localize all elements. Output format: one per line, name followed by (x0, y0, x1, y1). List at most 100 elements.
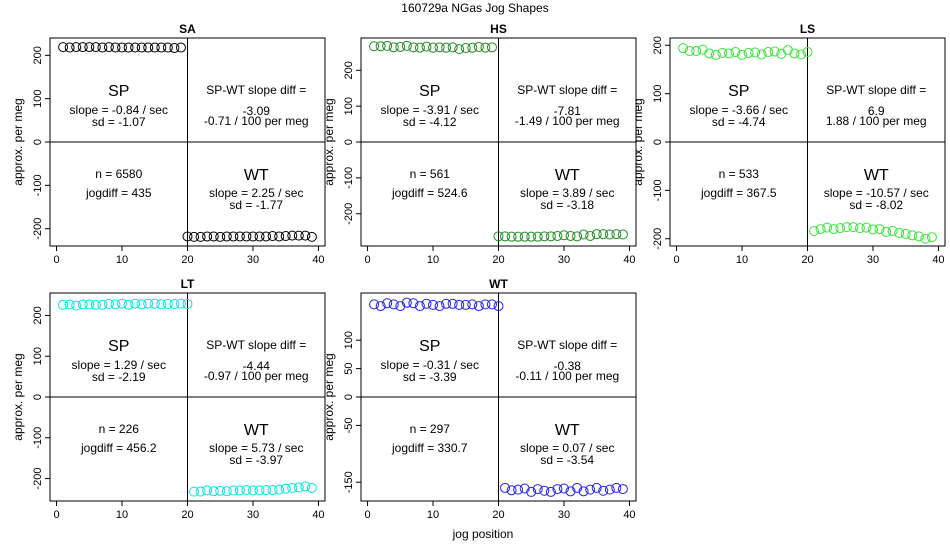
wt-sd: sd = -8.02 (849, 198, 903, 212)
data-point (578, 229, 589, 240)
data-point (604, 484, 615, 495)
data-point (617, 484, 628, 495)
y-tick-label: -200 (343, 203, 355, 225)
x-tick-label: 40 (312, 254, 324, 266)
data-point (782, 45, 793, 56)
wt-slope: slope = -10.57 / sec (824, 186, 929, 200)
data-point (678, 43, 689, 54)
data-point (532, 484, 543, 495)
data-point (454, 299, 465, 310)
data-point (480, 42, 491, 53)
data-point (162, 299, 173, 310)
data-point (763, 47, 774, 58)
sp-label: SP (419, 338, 440, 355)
data-point (493, 231, 504, 242)
data-point (578, 486, 589, 497)
data-point (513, 484, 524, 495)
y-tick-label: 0 (32, 139, 44, 145)
data-point (130, 42, 141, 53)
data-point (287, 230, 298, 241)
data-point (604, 229, 615, 240)
y-tick-label: 0 (343, 394, 355, 400)
wt-slope: slope = 5.73 / sec (209, 441, 303, 455)
data-point (414, 42, 425, 53)
wt-label: WT (864, 167, 889, 184)
n-count: n = 226 (99, 422, 140, 436)
data-point (480, 299, 491, 310)
data-point (428, 299, 439, 310)
data-point (110, 299, 121, 310)
slope-diff-value: -4.44 (243, 359, 271, 373)
y-tick-label: -200 (32, 468, 44, 490)
data-point (434, 42, 445, 53)
data-point (130, 298, 141, 309)
x-tick-label: 0 (673, 254, 679, 266)
data-point (617, 229, 628, 240)
x-tick-label: 20 (492, 254, 504, 266)
panel-title: LS (800, 22, 815, 36)
data-point (428, 42, 439, 53)
data-point (293, 482, 304, 493)
data-point (723, 48, 734, 59)
data-point (247, 485, 258, 496)
y-tick-label: 200 (32, 46, 44, 64)
x-tick-label: 10 (736, 254, 748, 266)
data-point (280, 483, 291, 494)
slope-diff-label: SP-WT slope diff = (206, 338, 306, 352)
x-tick-label: 0 (364, 509, 370, 521)
sp-sd: sd = -1.07 (92, 115, 146, 129)
data-point (894, 227, 905, 238)
data-point (493, 301, 504, 312)
data-point (926, 232, 937, 243)
data-point (64, 299, 75, 310)
data-point (136, 299, 147, 310)
data-point (84, 42, 95, 53)
data-point (565, 486, 576, 497)
y-tick-label: -100 (32, 174, 44, 196)
data-point (867, 224, 878, 235)
slope-diff-label: SP-WT slope diff = (517, 338, 617, 352)
data-point (441, 42, 452, 53)
data-point (287, 482, 298, 493)
data-point (97, 299, 108, 310)
data-point (267, 484, 278, 495)
sp-label: SP (108, 83, 129, 100)
data-point (743, 47, 754, 58)
data-point (215, 231, 226, 242)
data-point (221, 486, 232, 497)
data-point (526, 231, 537, 242)
y-tick-label: -100 (343, 167, 355, 189)
data-point (143, 298, 154, 309)
data-point (737, 49, 748, 60)
x-tick-label: 40 (623, 509, 635, 521)
data-point (684, 46, 695, 57)
data-point (558, 483, 569, 494)
data-point (136, 42, 147, 53)
sp-slope: slope = -0.84 / sec (70, 103, 168, 117)
data-point (841, 222, 852, 233)
data-point (920, 233, 931, 244)
y-tick-label: -100 (652, 179, 664, 201)
data-point (506, 485, 517, 496)
data-point (175, 42, 186, 53)
data-point (881, 226, 892, 237)
data-point (382, 298, 393, 309)
y-axis-label: approx. per meg (11, 353, 25, 440)
x-tick-label: 20 (181, 509, 193, 521)
wt-sd: sd = -1.77 (229, 198, 283, 212)
x-tick-label: 0 (53, 254, 59, 266)
data-point (414, 301, 425, 312)
data-point (835, 223, 846, 234)
panel-title: SA (179, 22, 196, 36)
data-point (388, 42, 399, 53)
data-point (375, 301, 386, 312)
x-tick-label: 10 (427, 509, 439, 521)
data-point (369, 299, 380, 310)
data-point (789, 48, 800, 59)
data-point (71, 42, 82, 53)
n-count: n = 297 (410, 422, 451, 436)
wt-label: WT (244, 422, 269, 439)
data-point (756, 49, 767, 60)
data-point (408, 298, 419, 309)
panel-wt: WT 0 10 20 30 40 -150 -50 0 50 100 approx. per meg S… (322, 277, 637, 521)
